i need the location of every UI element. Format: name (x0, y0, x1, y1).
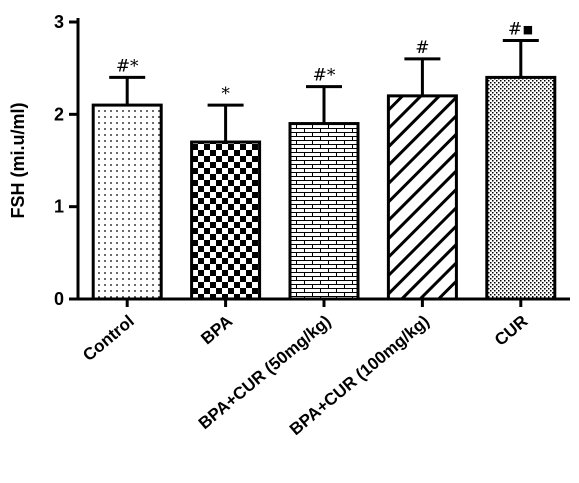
bar (190, 140, 262, 301)
bar (485, 75, 557, 301)
bar (288, 122, 360, 301)
y-tick-label: 3 (54, 12, 64, 32)
x-tick-label: CUR (491, 312, 531, 350)
x-tick-label: Control (79, 312, 138, 365)
significance-annotation: # (415, 38, 429, 58)
y-axis-title: FSH (mi.u/ml) (8, 102, 28, 218)
axes-layer (69, 18, 570, 307)
significance-annotation: #▪ (508, 19, 534, 39)
x-tick-label: BPA (197, 312, 236, 349)
significance-annotation: #* (313, 66, 336, 86)
bar (386, 94, 458, 301)
y-tick-label: 1 (54, 197, 64, 217)
y-tick-label: 0 (54, 289, 64, 309)
significance-annotation: #* (116, 56, 139, 76)
significance-annotation: * (221, 84, 230, 104)
bar (91, 103, 163, 301)
y-tick-label: 2 (54, 104, 64, 124)
